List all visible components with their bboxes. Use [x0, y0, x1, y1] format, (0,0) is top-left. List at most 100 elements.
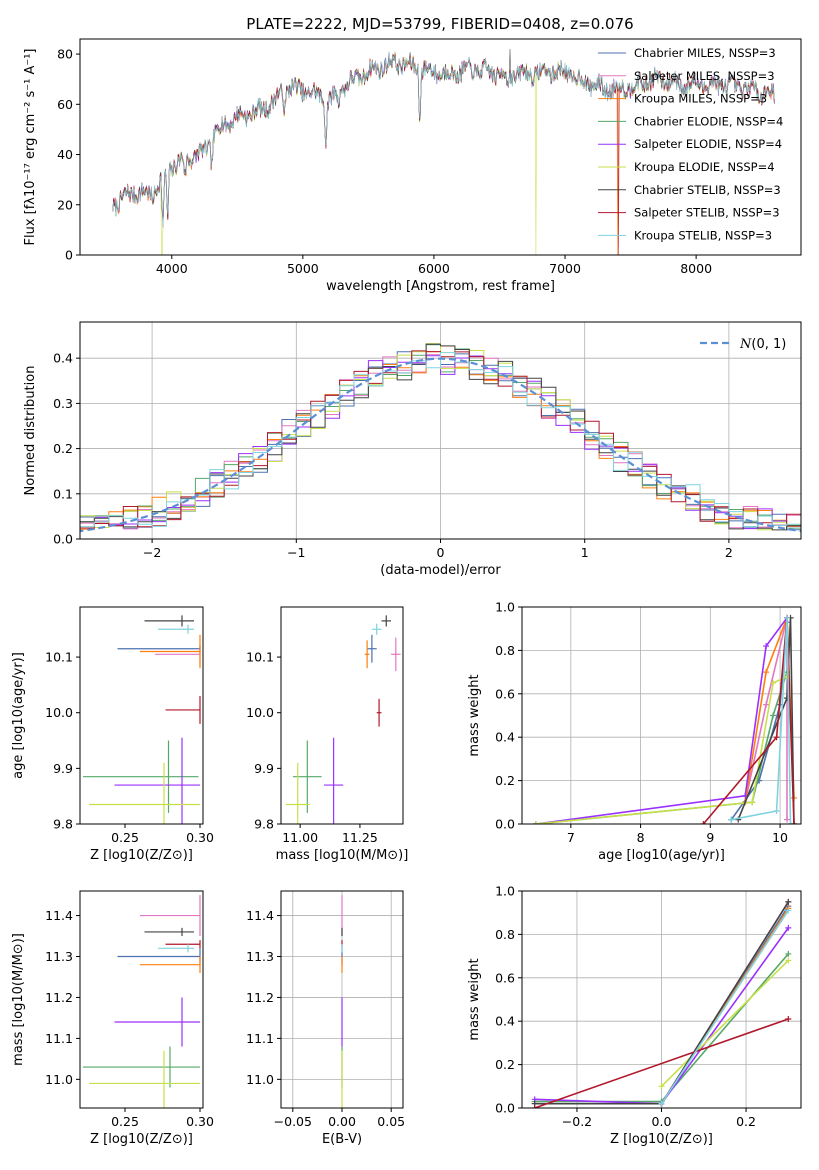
errorbar-salpeter-stelib: [376, 698, 382, 727]
legend-label: Chabrier STELIB, NSSP=3: [634, 183, 781, 197]
weight-marker: [785, 950, 792, 957]
weight-marker: [658, 1100, 665, 1107]
x-tick-label: −2: [143, 545, 161, 560]
x-tick-label: 11.00: [282, 830, 318, 845]
x-tick-label: 7: [567, 830, 575, 845]
y-tick-label: 0.0: [53, 532, 73, 547]
weight-line-kroupa-elodie: [535, 675, 788, 824]
y-tick-label: 9.9: [53, 761, 73, 776]
y-tick-label: 10.0: [45, 705, 73, 720]
panel-mass-vs-Z: 0.25 0.30 11.0 11.1 11.2 11.3 11.4 Z [log10(Z/Z…: [11, 890, 214, 1147]
weight-marker: [531, 1105, 538, 1108]
errorbar-salpeter-miles: [140, 895, 201, 937]
weight-marker: [763, 701, 770, 708]
spectrum-line-kroupa-stelib: [112, 51, 775, 228]
errorbar-salpeter-elodie: [324, 737, 344, 824]
weight-marker: [532, 821, 539, 824]
panel-age-vs-Z: 0.25 0.30 9.8 9.9 10.0 10.1 Z [log10(Z/Z⊙)] age…: [11, 606, 214, 863]
legend-label: N(0, 1): [739, 337, 786, 352]
y-tick-label: 9.8: [53, 817, 73, 832]
y-tick-label: 20: [57, 197, 73, 212]
y-tick-label: 0.0: [495, 1101, 515, 1116]
x-tick-label: 8000: [680, 261, 712, 276]
y-tick-label: 11.4: [246, 908, 274, 923]
y-tick-label: 11.0: [246, 1072, 274, 1087]
x-tick-label: 10: [772, 830, 788, 845]
weight-marker: [658, 1083, 665, 1090]
legend-label: Kroupa ELODIE, NSSP=4: [634, 160, 775, 174]
x-tick-label: 11.25: [342, 830, 378, 845]
x-tick-label: 5000: [287, 261, 319, 276]
spectrum-line-kroupa-miles: [112, 53, 775, 255]
y-tick-label: 0.2: [495, 1057, 515, 1072]
errorbar-chabrier-miles: [367, 634, 377, 663]
y-axis-label: mass weight: [467, 958, 482, 1040]
y-tick-label: 11.4: [45, 908, 73, 923]
x-tick-label: 8: [637, 830, 645, 845]
plot-area: [80, 343, 801, 533]
x-tick-label: 1: [581, 545, 589, 560]
legend: Chabrier MILES, NSSP=3 Salpeter MILES, NS…: [598, 46, 783, 242]
errorbar-kroupa-miles: [140, 634, 201, 669]
y-tick-label: 0.6: [495, 686, 515, 701]
axes-frame: 0.25 0.30 11.0 11.1 11.2 11.3 11.4 Z [log10(Z/Z…: [11, 890, 214, 1147]
panel-mass-weight-vs-age: 7 8 9 10 0.0 0.2 0.4 0.6 0.8 1.0 age [log10(age/yr…: [467, 600, 802, 863]
x-tick-label: −0.2: [562, 1114, 592, 1129]
normal-reference-curve: [80, 357, 801, 533]
y-tick-label: 10.0: [246, 705, 274, 720]
errorbar-salpeter-miles: [391, 637, 401, 671]
x-axis-label: Z [log10(Z/Z⊙)]: [90, 848, 193, 863]
legend-label: Salpeter STELIB, NSSP=3: [634, 206, 780, 220]
y-tick-label: 11.3: [246, 949, 274, 964]
weight-marker: [787, 821, 794, 824]
y-tick-label: 9.8: [254, 817, 274, 832]
grid: [522, 890, 801, 1109]
plot-area: [531, 898, 792, 1108]
x-tick-label: 0.2: [736, 1114, 756, 1129]
errorbar-salpeter-elodie: [114, 737, 200, 824]
errorbar-chabrier-stelib: [381, 615, 392, 627]
weight-marker: [784, 614, 791, 621]
y-tick-label: 0.4: [495, 1014, 515, 1029]
weight-line-kroupa-stelib: [731, 617, 792, 824]
weight-line-chabrier-elodie: [535, 671, 788, 824]
errorbar-kroupa-elodie: [89, 1050, 200, 1108]
errorbar-salpeter-stelib: [165, 940, 201, 949]
y-tick-label: 1.0: [495, 600, 515, 615]
y-tick-label: 0.6: [495, 970, 515, 985]
x-tick-label: −1: [287, 545, 305, 560]
errorbar-chabrier-stelib: [144, 927, 194, 937]
weight-marker: [785, 907, 792, 914]
y-tick-label: 0.2: [53, 441, 73, 456]
x-tick-label: 0.25: [111, 830, 139, 845]
axes-frame: −0.05 0.00 0.05 11.0 11.1 11.2 11.3 11.4 E(B-V): [246, 890, 405, 1147]
y-tick-label: 10.1: [246, 650, 274, 665]
panel-spectrum: 4000 5000 6000 7000 8000 0 20 40 60 80 wavelength …: [23, 38, 802, 294]
errorbar-kroupa-stelib: [371, 623, 382, 635]
y-tick-label: 10.1: [45, 650, 73, 665]
x-tick-label: 0.30: [186, 1114, 214, 1129]
weight-marker: [785, 957, 792, 964]
y-axis-label: mass weight: [467, 674, 482, 756]
weight-line-kroupa-elodie: [660, 959, 789, 1087]
errorbar-kroupa-stelib: [158, 624, 194, 634]
x-axis-label: age [log10(age/yr)]: [598, 848, 725, 863]
y-axis-label: age [log10(age/yr)]: [11, 652, 26, 779]
y-tick-label: 0.4: [495, 730, 515, 745]
spectrum-line-salpeter-stelib: [112, 52, 775, 255]
legend-label: Kroupa STELIB, NSSP=3: [634, 228, 772, 242]
errorbar-salpeter-stelib: [165, 696, 201, 724]
x-tick-label: 0.05: [377, 1114, 405, 1129]
frame: [79, 606, 204, 825]
x-tick-label: 0.25: [111, 1114, 139, 1129]
y-tick-label: 60: [57, 97, 73, 112]
panel-residuals: −2 −1 0 1 2 0.0 0.1 0.2 0.3 0.4 (data-model)/error…: [23, 321, 802, 578]
weight-line-salpeter-stelib: [702, 617, 795, 824]
frame: [521, 606, 802, 825]
weight-marker: [728, 816, 735, 823]
plot-area: [532, 614, 798, 824]
weight-marker: [784, 816, 791, 823]
y-tick-label: 11.2: [246, 990, 274, 1005]
legend-label: Salpeter MILES, NSSP=3: [634, 69, 775, 83]
